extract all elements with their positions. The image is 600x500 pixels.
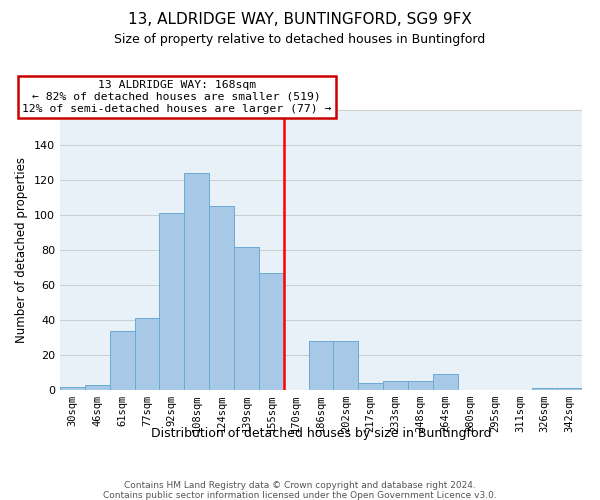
Bar — [60, 386, 85, 390]
Y-axis label: Number of detached properties: Number of detached properties — [16, 157, 28, 343]
Text: Distribution of detached houses by size in Buntingford: Distribution of detached houses by size … — [151, 428, 491, 440]
Bar — [557, 388, 582, 390]
Bar — [209, 206, 234, 390]
Bar — [433, 374, 458, 390]
Bar — [110, 330, 134, 390]
Text: 13, ALDRIDGE WAY, BUNTINGFORD, SG9 9FX: 13, ALDRIDGE WAY, BUNTINGFORD, SG9 9FX — [128, 12, 472, 28]
Bar — [383, 381, 408, 390]
Bar — [85, 385, 110, 390]
Bar — [160, 213, 184, 390]
Text: 13 ALDRIDGE WAY: 168sqm
← 82% of detached houses are smaller (519)
12% of semi-d: 13 ALDRIDGE WAY: 168sqm ← 82% of detache… — [22, 80, 332, 114]
Bar — [308, 341, 334, 390]
Text: Size of property relative to detached houses in Buntingford: Size of property relative to detached ho… — [115, 32, 485, 46]
Text: Contains HM Land Registry data © Crown copyright and database right 2024.: Contains HM Land Registry data © Crown c… — [124, 481, 476, 490]
Bar — [408, 381, 433, 390]
Bar — [334, 341, 358, 390]
Bar — [234, 246, 259, 390]
Bar — [532, 388, 557, 390]
Bar — [134, 318, 160, 390]
Bar — [259, 273, 284, 390]
Bar — [184, 173, 209, 390]
Text: Contains public sector information licensed under the Open Government Licence v3: Contains public sector information licen… — [103, 491, 497, 500]
Bar — [358, 383, 383, 390]
